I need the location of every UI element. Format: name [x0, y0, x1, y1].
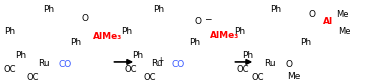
Text: Ph: Ph	[121, 27, 132, 36]
Text: OC: OC	[144, 72, 156, 82]
Text: Ph: Ph	[4, 27, 15, 36]
Text: O: O	[81, 14, 88, 23]
Text: CO: CO	[172, 60, 185, 69]
Text: OC: OC	[4, 65, 16, 74]
Text: +: +	[157, 56, 163, 65]
Text: Ph: Ph	[43, 5, 55, 14]
Text: OC: OC	[26, 72, 39, 82]
Text: O: O	[308, 10, 315, 19]
Text: Ph: Ph	[15, 51, 26, 60]
Text: Ph: Ph	[301, 38, 311, 47]
Text: CO: CO	[59, 60, 72, 69]
Text: Al: Al	[323, 17, 333, 26]
Text: Ru: Ru	[38, 59, 50, 68]
Text: Me: Me	[336, 10, 349, 19]
Text: OC: OC	[125, 65, 137, 74]
Text: Ph: Ph	[189, 38, 200, 47]
Text: OC: OC	[251, 72, 264, 82]
Text: AlMe₃: AlMe₃	[210, 31, 239, 40]
Text: Me: Me	[287, 72, 301, 81]
Text: Ph: Ph	[270, 5, 282, 14]
Text: Ph: Ph	[242, 51, 253, 60]
Text: O: O	[285, 60, 293, 69]
Text: Ph: Ph	[234, 27, 245, 36]
Text: −: −	[204, 15, 212, 24]
Text: Ph: Ph	[153, 5, 164, 14]
Text: Ru: Ru	[151, 59, 163, 68]
Text: AlMe₃: AlMe₃	[93, 32, 122, 41]
Text: Ru: Ru	[265, 59, 276, 68]
Text: O: O	[195, 17, 202, 26]
Text: OC: OC	[236, 65, 249, 74]
Text: Ph: Ph	[132, 51, 143, 60]
Text: Ph: Ph	[70, 38, 81, 47]
Text: Me: Me	[338, 27, 351, 36]
